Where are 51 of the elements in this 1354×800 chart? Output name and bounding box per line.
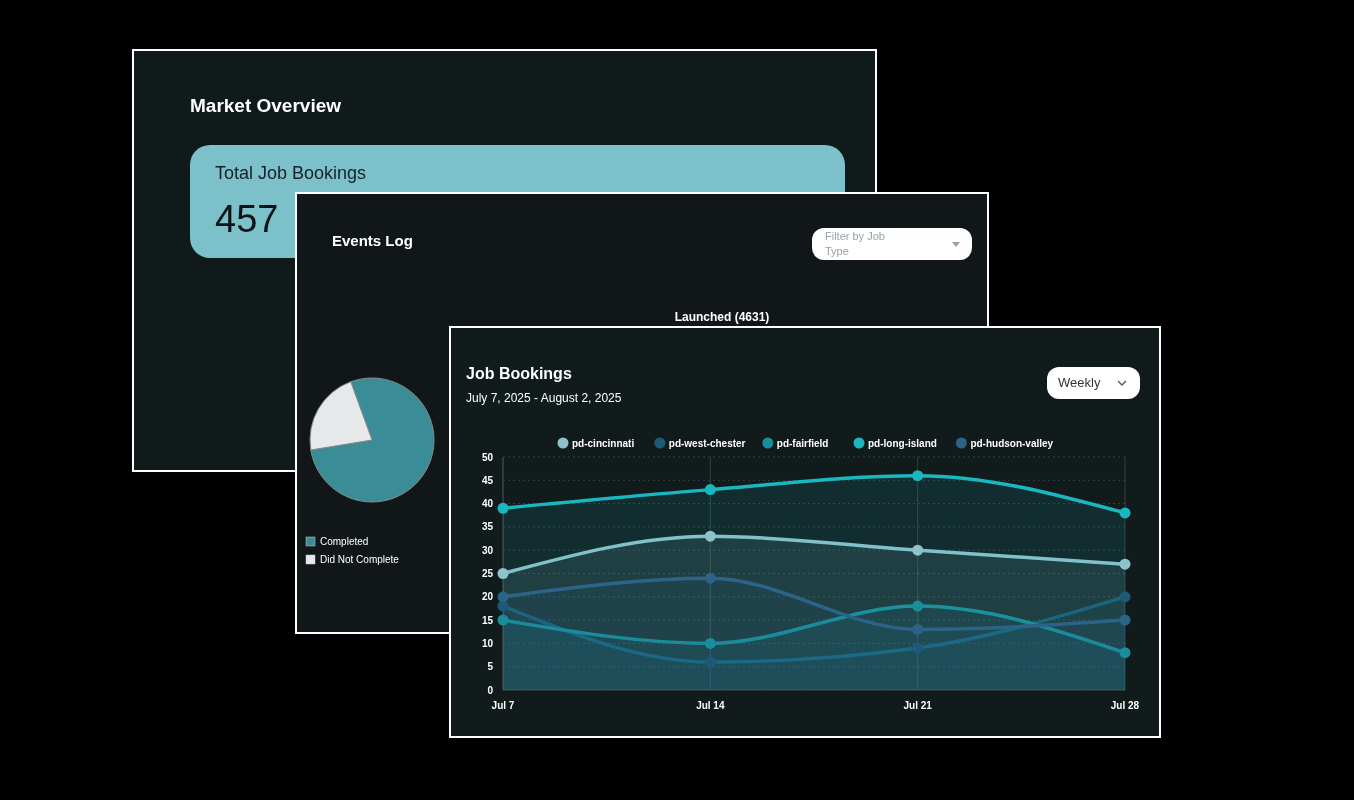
text: Filter by Job Type [825,230,885,257]
y-tick-label: 20 [481,591,494,603]
x-tick-label: Jul 14 [696,700,725,711]
point [912,600,924,612]
point [912,544,924,556]
point [912,470,924,482]
point [912,642,924,654]
chart-title: Events Log [332,232,413,249]
y-tick-label: 35 [481,521,494,533]
y-tick-label: 30 [481,544,494,556]
point [1119,591,1131,603]
y-tick-label: 45 [481,474,494,486]
point [704,656,716,668]
point [1119,614,1131,626]
text: 457 [215,198,279,240]
legend-label: pd-hudson-valley [970,437,1054,449]
point [704,637,716,649]
point [912,623,924,635]
point [1119,507,1131,519]
text: Weekly [1058,375,1101,390]
legend-label: Completed [320,536,369,547]
y-tick-label: 40 [481,498,494,510]
point [497,591,509,603]
point [704,484,716,496]
x-tick-label: Jul 7 [491,700,515,711]
point [497,502,509,514]
legend-label: Did Not Complete [320,554,400,565]
chart-title: Job Bookings [466,365,572,382]
point [704,530,716,542]
legend-label: pd-fairfield [776,437,829,449]
point [1119,647,1131,659]
y-tick-label: 50 [481,451,494,463]
point [704,572,716,584]
x-tick-label: Jul 21 [903,700,933,711]
pie-slice [310,377,435,503]
legend-label: pd-west-chester [668,437,746,449]
point [497,568,509,579]
legend-label: pd-long-island [868,437,937,449]
text: Total Job Bookings [215,163,367,183]
y-tick-label: 15 [481,614,494,626]
y-tick-label: 5 [487,661,494,673]
y-tick-label: 0 [487,684,494,696]
chart-subtitle: July 7, 2025 - August 2, 2025 [466,391,622,405]
point [497,614,509,626]
y-tick-label: 10 [481,637,494,649]
point [1119,558,1131,570]
text: Market Overview [190,95,342,116]
legend-label: pd-cincinnati [572,437,635,449]
y-tick-label: 25 [481,568,494,579]
x-tick-label: Jul 28 [1110,700,1140,711]
text: Launched (4631) [674,310,770,324]
